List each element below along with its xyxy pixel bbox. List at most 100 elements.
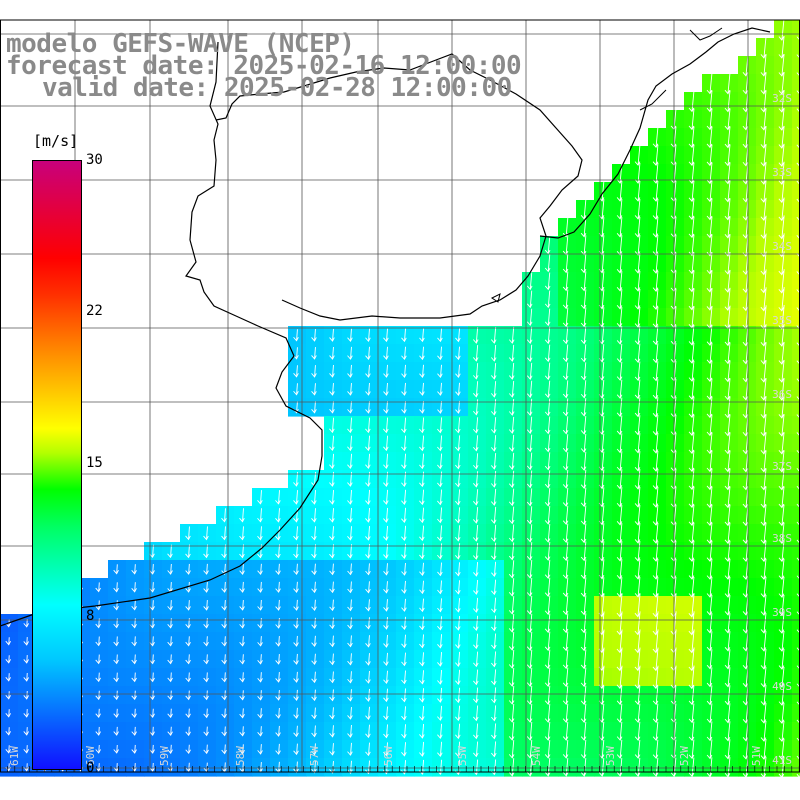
wind-arrow: [706, 126, 713, 149]
wind-arrow: [401, 417, 407, 434]
wind-arrow: [652, 703, 659, 724]
wind-arrow: [706, 595, 713, 616]
wind-arrow: [580, 235, 587, 256]
wind-arrow: [544, 523, 551, 543]
wind-arrow: [329, 707, 335, 720]
wind-arrow: [652, 558, 659, 580]
wind-arrow: [508, 416, 515, 434]
wind-arrow: [562, 253, 569, 274]
wind-arrow: [239, 654, 245, 665]
wind-arrow: [652, 361, 659, 382]
wind-arrow: [5, 673, 11, 682]
wind-arrow: [95, 690, 101, 701]
wind-arrow: [383, 328, 389, 343]
lat-label: 36S: [772, 388, 792, 401]
wind-arrow: [544, 703, 551, 723]
wind-arrow: [437, 634, 443, 649]
wind-arrow: [544, 559, 551, 579]
wind-arrow: [293, 635, 299, 647]
wind-cell: [792, 128, 800, 147]
wind-arrow: [257, 563, 263, 575]
wind-cell: [792, 668, 800, 687]
wind-arrow: [526, 434, 533, 453]
wind-arrow: [760, 649, 767, 670]
wind-arrow: [508, 344, 515, 362]
wind-arrow: [616, 647, 623, 672]
wind-arrow: [616, 541, 623, 562]
wind-arrow: [544, 380, 551, 399]
wind-arrow: [437, 598, 443, 613]
wind-arrow: [634, 559, 641, 580]
wind-arrow: [760, 342, 767, 365]
wind-arrow: [778, 684, 785, 706]
wind-arrow: [473, 669, 479, 686]
wind-arrow: [437, 364, 443, 378]
wind-cell: [792, 524, 800, 543]
wind-arrow: [257, 690, 263, 701]
wind-arrow: [455, 453, 461, 470]
forecast-date: forecast date: 2025-02-16 12:00:00: [6, 51, 522, 81]
wind-arrow: [562, 380, 569, 399]
wind-arrow: [491, 615, 497, 632]
wind-arrow: [634, 217, 641, 238]
wind-arrow: [239, 744, 245, 755]
wind-arrow: [544, 685, 551, 705]
wind-arrow: [616, 593, 623, 618]
wind-arrow: [688, 468, 695, 491]
wind-arrow: [257, 636, 263, 647]
wind-arrow: [778, 359, 785, 383]
wind-arrow: [634, 647, 641, 672]
wind-arrow: [149, 762, 155, 772]
wind-arrow: [652, 325, 659, 346]
wind-arrow: [329, 617, 335, 630]
lon-label: 53W: [604, 746, 617, 766]
wind-cell: [792, 398, 800, 417]
wind-arrow: [383, 581, 389, 594]
wind-arrow: [293, 490, 299, 505]
wind-arrow: [311, 707, 317, 720]
wind-arrow: [257, 744, 263, 755]
wind-cell: [792, 362, 800, 381]
wind-arrow: [311, 617, 317, 630]
lat-label: 38S: [772, 532, 792, 545]
wind-arrow: [113, 744, 119, 754]
wind-arrow: [257, 726, 263, 737]
wind-arrow: [616, 685, 623, 706]
wind-arrow: [5, 691, 11, 700]
wind-arrow: [203, 581, 209, 593]
wind-arrow: [95, 582, 101, 593]
wind-arrow: [437, 453, 443, 470]
wind-arrow: [365, 507, 371, 523]
wind-arrow: [185, 581, 191, 593]
wind-arrow: [724, 504, 731, 527]
wind-arrow: [688, 90, 695, 113]
wind-arrow: [221, 581, 227, 593]
wind-arrow: [580, 253, 587, 274]
wind-arrow: [419, 562, 425, 576]
wind-arrow: [383, 364, 389, 378]
wind-arrow: [167, 600, 173, 611]
wind-arrow: [634, 379, 641, 400]
wind-arrow: [293, 743, 299, 756]
wind-arrow: [706, 649, 713, 670]
wind-arrow: [437, 489, 443, 506]
wind-arrow: [706, 504, 713, 527]
wind-arrow: [455, 615, 461, 631]
wind-arrow: [634, 469, 641, 490]
wind-arrow: [490, 453, 497, 470]
wind-arrow: [562, 595, 569, 616]
wind-arrow: [455, 489, 461, 506]
wind-arrow: [778, 522, 785, 545]
wind-arrow: [185, 762, 191, 773]
wind-arrow: [616, 577, 623, 598]
wind-arrow: [778, 287, 785, 312]
wind-arrow: [401, 616, 407, 631]
wind-arrow: [347, 742, 353, 756]
wind-arrow: [311, 383, 317, 396]
wind-arrow: [203, 600, 209, 611]
wind-arrow: [634, 288, 641, 310]
wind-arrow: [437, 525, 443, 542]
wind-arrow: [23, 745, 29, 754]
wind-arrow: [724, 72, 731, 95]
wind-arrow: [365, 706, 371, 720]
